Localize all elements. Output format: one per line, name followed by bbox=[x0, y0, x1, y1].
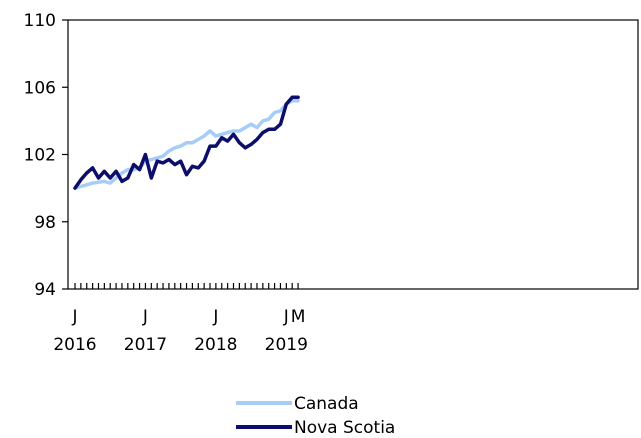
x-tick-label-month: J bbox=[71, 307, 77, 327]
x-tick-label-year: 2018 bbox=[194, 335, 237, 355]
legend-label: Nova Scotia bbox=[294, 418, 395, 438]
series-lines bbox=[73, 95, 300, 190]
legend-label: Canada bbox=[294, 394, 359, 414]
y-axis-ticks: 110 106 102 98 94 bbox=[24, 11, 68, 300]
y-tick-label: 106 bbox=[24, 78, 56, 98]
x-tick-label-month: J bbox=[283, 307, 289, 327]
series-line-canada bbox=[73, 98, 300, 190]
series-line-nova-scotia bbox=[73, 95, 300, 190]
x-tick-label-month: J bbox=[142, 307, 148, 327]
y-tick-label: 98 bbox=[34, 213, 56, 233]
plot-area-frame bbox=[67, 19, 639, 290]
x-tick-label-year: 2016 bbox=[53, 335, 96, 355]
x-axis-labels: J 2016 J 2017 J 2018 J 2019 M bbox=[53, 307, 308, 355]
legend: Canada Nova Scotia bbox=[236, 394, 395, 438]
y-tick-label: 94 bbox=[34, 280, 56, 300]
x-tick-label-month: J bbox=[212, 307, 218, 327]
y-tick-label: 110 bbox=[24, 11, 56, 31]
chart-axes bbox=[67, 19, 639, 290]
y-tick-label: 102 bbox=[24, 146, 56, 166]
x-tick-label-year: 2019 bbox=[265, 335, 308, 355]
x-tick-label-year: 2017 bbox=[124, 335, 167, 355]
x-axis-ticks bbox=[74, 283, 299, 289]
x-tick-label-month: M bbox=[291, 307, 306, 327]
